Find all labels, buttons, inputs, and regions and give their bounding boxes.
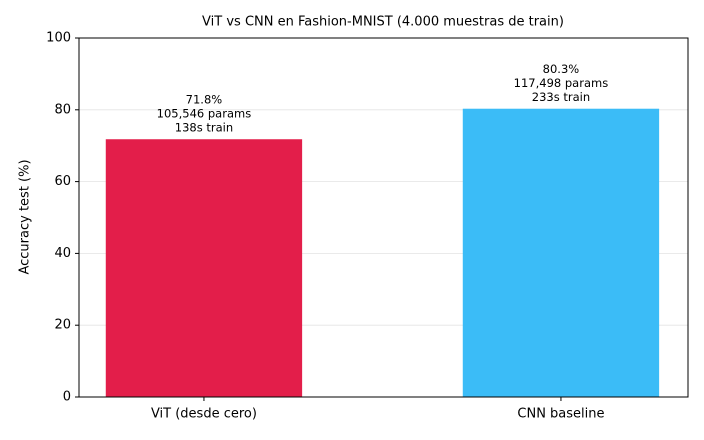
y-tick-label: 60 — [54, 174, 71, 189]
y-axis-label: Accuracy test (%) — [18, 159, 33, 274]
train-label: 138s train — [175, 121, 233, 135]
params-label: 117,498 params — [514, 76, 609, 90]
y-tick-label: 20 — [54, 318, 71, 333]
x-tick-label: CNN baseline — [517, 407, 604, 422]
chart-title: ViT vs CNN en Fashion-MNIST (4.000 muest… — [202, 15, 564, 30]
y-tick-label: 80 — [54, 102, 71, 117]
params-label: 105,546 params — [157, 107, 252, 121]
train-label: 233s train — [532, 90, 590, 104]
plot-frame — [78, 37, 689, 398]
value-label: 80.3% — [543, 62, 580, 76]
y-tick-label: 40 — [54, 246, 71, 261]
value-label: 71.8% — [186, 93, 223, 107]
y-tick-label: 0 — [63, 390, 71, 405]
y-tick-label: 100 — [46, 31, 71, 46]
x-tick-label: ViT (desde cero) — [151, 407, 257, 422]
bar — [105, 139, 303, 397]
bar — [462, 108, 660, 398]
